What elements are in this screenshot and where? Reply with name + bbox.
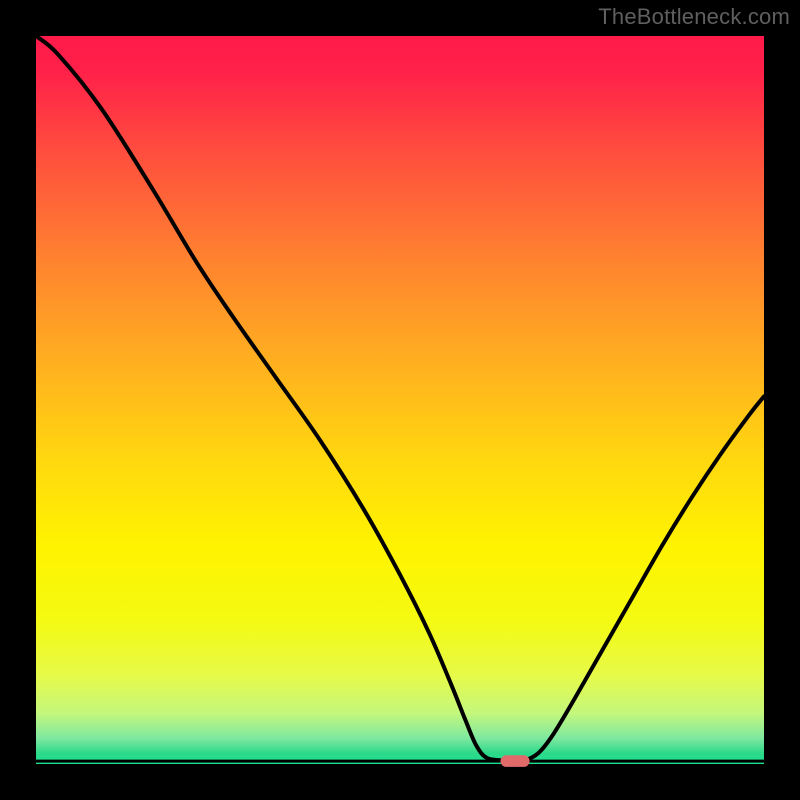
chart-stage: TheBottleneck.com bbox=[0, 0, 800, 800]
plot-background bbox=[36, 36, 764, 764]
optimal-marker bbox=[500, 755, 529, 767]
bottleneck-chart bbox=[0, 0, 800, 800]
